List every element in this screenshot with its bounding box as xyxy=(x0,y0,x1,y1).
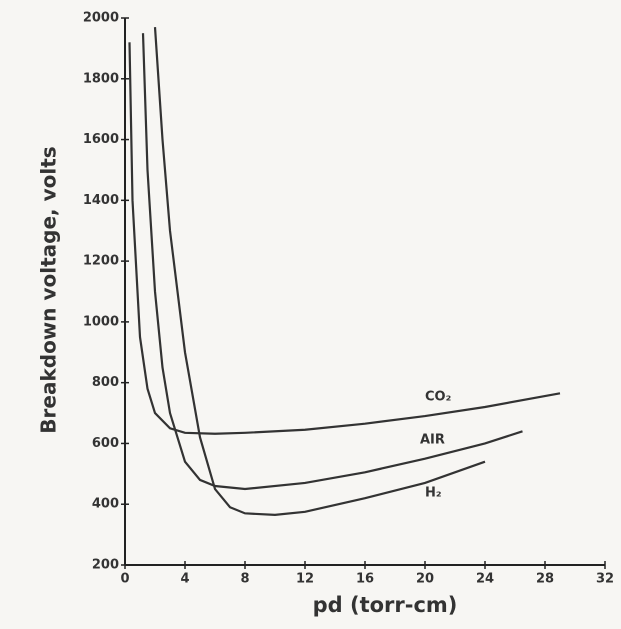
y-axis-label: Breakdown voltage, volts xyxy=(37,146,61,433)
series-line xyxy=(141,33,523,491)
y-tick-label: 600 xyxy=(92,436,119,451)
y-tick-label: 1400 xyxy=(83,193,119,208)
x-tick-label: 0 xyxy=(120,572,129,587)
x-tick-label: 32 xyxy=(596,572,614,587)
y-tick-label: 400 xyxy=(92,497,119,512)
x-tick-label: 24 xyxy=(476,572,494,587)
x-tick-label: 8 xyxy=(240,572,249,587)
y-tick-label: 1000 xyxy=(83,314,119,329)
x-tick-label: 12 xyxy=(296,572,314,587)
series-label: AIR xyxy=(420,433,445,448)
series-line xyxy=(128,42,561,435)
y-tick-label: 800 xyxy=(92,375,119,390)
series-label: H₂ xyxy=(425,486,442,501)
x-tick-label: 16 xyxy=(356,572,374,587)
series-line xyxy=(153,27,486,516)
y-tick-label: 1200 xyxy=(83,254,119,269)
y-tick-label: 2000 xyxy=(83,11,119,26)
y-tick-label: 200 xyxy=(92,558,119,573)
x-tick-label: 20 xyxy=(416,572,434,587)
x-tick-label: 4 xyxy=(180,572,189,587)
y-tick-label: 1800 xyxy=(83,71,119,86)
x-axis-label: pd (torr-cm) xyxy=(313,593,458,617)
y-tick-label: 1600 xyxy=(83,132,119,147)
x-tick-label: 28 xyxy=(536,572,554,587)
series-label: CO₂ xyxy=(425,390,451,405)
